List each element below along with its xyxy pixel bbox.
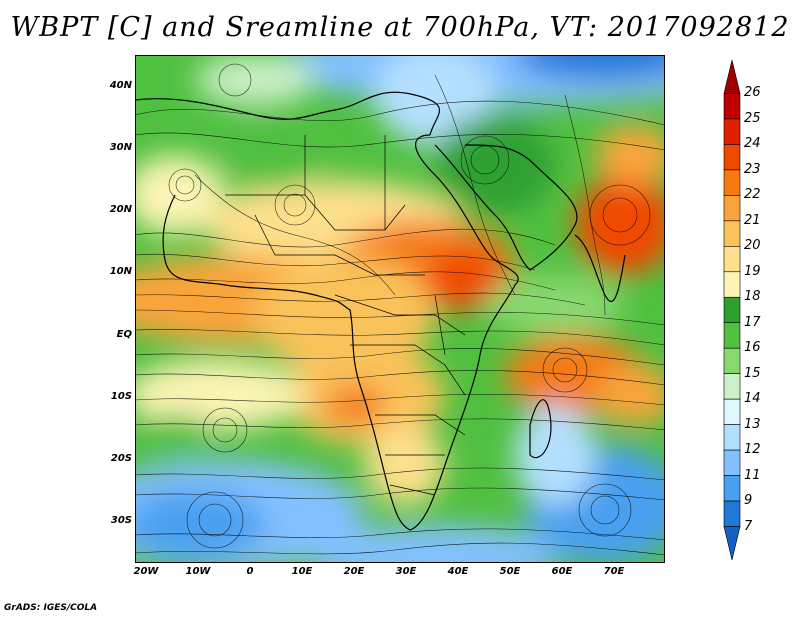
lon-label-40e: 40E xyxy=(447,566,469,577)
lat-label-30s: 30S xyxy=(110,515,132,526)
footer-credit: GrADS: IGES/COLA xyxy=(4,603,98,613)
colorbar-segment xyxy=(723,60,741,94)
country-borders xyxy=(225,135,466,496)
lat-label-10n: 10N xyxy=(109,266,132,277)
colorbar-segment xyxy=(723,373,741,400)
colorbar-label: 9 xyxy=(744,493,753,509)
lon-label-50e: 50E xyxy=(499,566,521,577)
colorbar-label: 14 xyxy=(744,391,761,407)
colorbar-label: 20 xyxy=(744,238,761,254)
lon-label-30e: 30E xyxy=(395,566,417,577)
map-border xyxy=(135,55,665,563)
colorbar-segment xyxy=(723,220,741,247)
colorbar-segment xyxy=(723,93,741,120)
colorbar-segment xyxy=(723,398,741,425)
colorbar-label: 17 xyxy=(744,314,761,330)
colorbar-segment xyxy=(723,424,741,451)
colorbar-label: 16 xyxy=(744,340,761,356)
colorbar-segment xyxy=(723,246,741,273)
colorbar-segment xyxy=(723,144,741,171)
colorbar-segment xyxy=(723,347,741,374)
lon-label-70e: 70E xyxy=(603,566,625,577)
lat-label-30n: 30N xyxy=(109,142,132,153)
colorbar-segment xyxy=(723,322,741,349)
colorbar-segment xyxy=(723,500,741,527)
colorbar-segment xyxy=(723,169,741,196)
colorbar-label: 11 xyxy=(744,467,761,483)
lat-label-10s: 10S xyxy=(110,391,132,402)
colorbar-label: 12 xyxy=(744,442,761,458)
lat-label-40n: 40N xyxy=(109,80,132,91)
colorbar-label: 13 xyxy=(744,416,761,432)
colorbar-segment xyxy=(723,526,741,560)
lon-label-10e: 10E xyxy=(291,566,313,577)
colorbar-label: 22 xyxy=(744,187,761,203)
colorbar-label: 19 xyxy=(744,263,761,279)
colorbar-segment xyxy=(723,118,741,145)
colorbar-segment xyxy=(723,271,741,298)
lon-label-0: 0 xyxy=(246,566,254,577)
colorbar-segment xyxy=(723,449,741,476)
colorbar-segment xyxy=(723,296,741,324)
colorbar-label: 23 xyxy=(744,161,761,177)
lat-label-eq: EQ xyxy=(116,329,132,340)
wbpt-shading xyxy=(135,55,665,563)
streamlines xyxy=(135,63,665,556)
map-title: WBPT [C] and Sreamline at 700hPa, VT: 20… xyxy=(10,12,790,43)
colorbar-label: 25 xyxy=(744,110,761,126)
lon-label-10w: 10W xyxy=(185,566,211,577)
colorbar xyxy=(723,60,741,560)
weather-map xyxy=(135,55,665,563)
colorbar-label: 21 xyxy=(744,212,761,228)
lat-label-20s: 20S xyxy=(110,453,132,464)
colorbar-label: 24 xyxy=(744,136,761,152)
coastlines xyxy=(135,91,626,531)
colorbar-segment xyxy=(723,475,741,502)
colorbar-label: 26 xyxy=(744,85,761,101)
colorbar-label: 18 xyxy=(744,289,761,305)
lat-label-20n: 20N xyxy=(109,204,132,215)
lon-label-20e: 20E xyxy=(343,566,365,577)
colorbar-segment xyxy=(723,195,741,222)
colorbar-label: 7 xyxy=(744,518,753,534)
lon-label-20w: 20W xyxy=(133,566,159,577)
colorbar-label: 15 xyxy=(744,365,761,381)
lon-label-60e: 60E xyxy=(551,566,573,577)
